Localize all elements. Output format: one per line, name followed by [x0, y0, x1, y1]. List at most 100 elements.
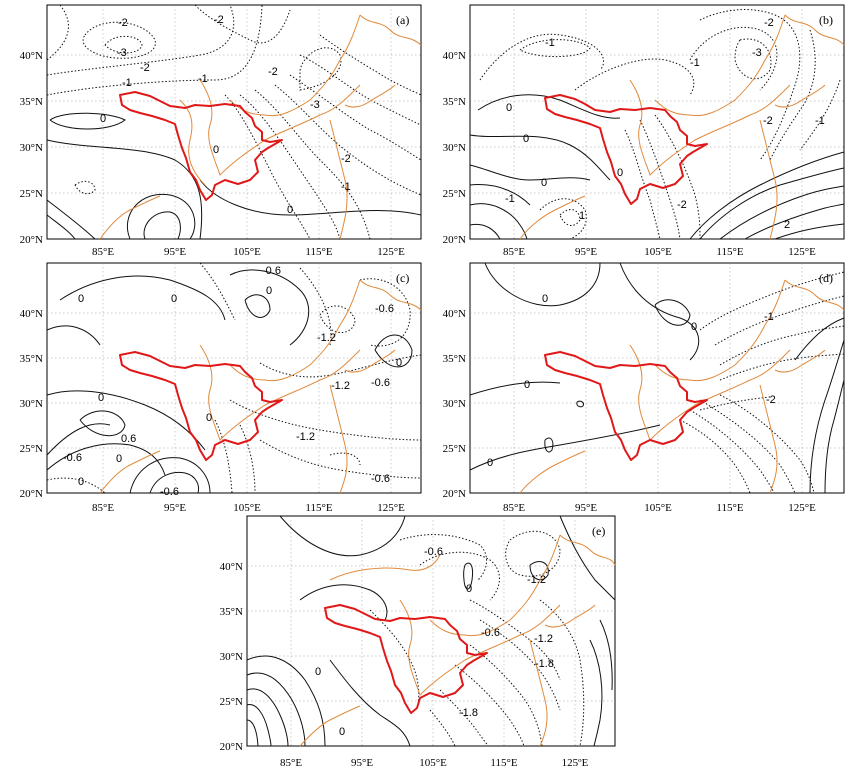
lon-tick-label: 85°E — [92, 246, 114, 258]
lon-tick-label: 95°E — [575, 246, 597, 258]
lon-tick-label: 95°E — [575, 502, 597, 514]
lat-tick-label: 20°N — [443, 234, 466, 246]
contour-value-label: -0.6 — [424, 546, 443, 558]
panel-a-map: (a) -2 -2 -3 -2 -1 -1 0 0 -2 -3 -2 -1 0 … — [20, 4, 422, 258]
lon-tick-label: 115°E — [490, 757, 517, 769]
panel-c-label: (c) — [396, 271, 409, 285]
panel-a-lat-ticks: 20°N 25°N 30°N 35°N 40°N — [20, 50, 43, 246]
panel-c-basin-boundary — [119, 351, 283, 461]
panel-e-basin-boundary — [324, 604, 488, 714]
lon-tick-label: 125°E — [788, 246, 816, 258]
contour-value-label: -0.6 — [262, 265, 281, 277]
contour-value-label: -0.6 — [371, 377, 390, 389]
contour-value-label: -1 — [505, 193, 515, 205]
lat-tick-label: 40°N — [20, 50, 43, 62]
contour-value-label: 0 — [116, 453, 122, 465]
contour-value-label: 0 — [206, 412, 212, 424]
lon-tick-label: 85°E — [92, 502, 114, 514]
contour-value-label: -0.6 — [371, 473, 390, 485]
lat-tick-label: 40°N — [443, 308, 466, 320]
contour-value-label: 0.6 — [121, 433, 136, 445]
panel-c-frame — [46, 262, 422, 494]
lat-tick-label: 30°N — [443, 142, 466, 154]
panel-d-lon-ticks: 85°E 95°E 105°E 115°E 125°E — [503, 502, 816, 514]
panel-c-contours — [46, 262, 422, 494]
contour-value-label: 0 — [78, 293, 84, 305]
lon-tick-label: 105°E — [233, 246, 261, 258]
contour-value-label: -2 — [677, 199, 687, 211]
panel-e-label: (e) — [592, 524, 605, 538]
contour-value-label: -3 — [752, 47, 762, 59]
contour-value-label: 0 — [487, 457, 493, 469]
panel-e-contour-labels: -0.6 0 -1.2 -0.6 -1.2 -1.8 0 -1.8 0 — [315, 546, 554, 738]
lon-tick-label: 95°E — [164, 246, 186, 258]
contour-value-label: -2 — [763, 115, 773, 127]
contour-value-label: -2 — [764, 17, 774, 29]
contour-value-label: 2 — [784, 219, 790, 231]
panel-d-frame — [469, 262, 845, 494]
lon-tick-label: 85°E — [503, 502, 525, 514]
panel-b-label: (b) — [819, 13, 833, 27]
panel-a-label: (a) — [396, 13, 409, 27]
lat-tick-label: 20°N — [220, 741, 243, 753]
lat-tick-label: 40°N — [20, 308, 43, 320]
panel-d-map: (d) 0 0 -1 0 -2 0 20°N 25°N 30°N 35°N 40… — [443, 262, 845, 514]
contour-value-label: -1.2 — [296, 431, 315, 443]
panel-b-basin-boundary — [544, 94, 708, 205]
panel-a-contours — [46, 4, 422, 240]
lat-tick-label: 20°N — [20, 234, 43, 246]
contour-value-label: 0 — [171, 293, 177, 305]
lon-tick-label: 115°E — [716, 246, 743, 258]
lon-tick-label: 85°E — [503, 246, 525, 258]
panel-a-frame — [46, 4, 422, 240]
contour-value-label: -2 — [341, 153, 351, 165]
contour-value-label: -1 — [198, 73, 208, 85]
lon-tick-label: 115°E — [305, 502, 332, 514]
panel-a-lon-ticks: 85°E 95°E 105°E 115°E 125°E — [92, 246, 405, 258]
panel-b-map: (b) -1 -1 -2 -3 -2 -1 0 0 0 -1 0 1 -2 2 … — [443, 4, 845, 258]
panel-e-lat-ticks: 20°N 25°N 30°N 35°N 40°N — [220, 561, 243, 753]
panel-e-map: (e) -0.6 0 -1.2 -0.6 -1.2 -1.8 0 -1.8 0 … — [220, 515, 616, 769]
contour-value-label: -1 — [545, 37, 555, 49]
contour-value-label: -0.6 — [63, 452, 82, 464]
contour-value-label: -2 — [268, 66, 278, 78]
lat-tick-label: 25°N — [220, 696, 243, 708]
contour-value-label: -2 — [766, 394, 776, 406]
contour-value-label: -0.6 — [375, 303, 394, 315]
lat-tick-label: 30°N — [443, 398, 466, 410]
lat-tick-label: 35°N — [20, 353, 43, 365]
lon-tick-label: 105°E — [644, 246, 672, 258]
panel-c-contour-labels: -0.6 0 0 0 -0.6 -1.2 0 -1.2 -0.6 0 0 -1.… — [63, 265, 402, 498]
panel-b-lon-ticks: 85°E 95°E 105°E 115°E 125°E — [503, 246, 816, 258]
lon-tick-label: 85°E — [280, 757, 302, 769]
contour-value-label: -1 — [815, 115, 825, 127]
contour-value-label: 0 — [524, 379, 530, 391]
lon-tick-label: 125°E — [377, 246, 405, 258]
contour-value-label: -3 — [117, 47, 127, 59]
contour-value-label: -2 — [214, 14, 224, 26]
contour-value-label: 0 — [466, 583, 472, 595]
panel-c-gridlines — [47, 263, 421, 493]
panel-a-rivers — [99, 14, 422, 240]
panel-c-lat-ticks: 20°N 25°N 30°N 35°N 40°N — [20, 308, 43, 500]
lat-tick-label: 25°N — [20, 443, 43, 455]
contour-value-label: 0 — [542, 293, 548, 305]
contour-value-label: -1 — [341, 181, 351, 193]
lat-tick-label: 30°N — [20, 142, 43, 154]
lat-tick-label: 20°N — [443, 488, 466, 500]
contour-value-label: -1 — [690, 57, 700, 69]
panel-b-frame — [469, 4, 845, 240]
panel-c-rivers — [99, 279, 422, 494]
panel-b-rivers — [519, 14, 845, 240]
lat-tick-label: 35°N — [220, 606, 243, 618]
contour-value-label: 0 — [523, 133, 529, 145]
contour-value-label: -1 — [122, 77, 132, 89]
contour-value-label: -0.6 — [160, 486, 179, 498]
contour-value-label: 0 — [396, 357, 402, 369]
lon-tick-label: 125°E — [788, 502, 816, 514]
panel-b-contours — [469, 9, 845, 240]
panel-e-rivers — [299, 534, 616, 747]
panel-b-contour-labels: -1 -1 -2 -3 -2 -1 0 0 0 -1 0 1 -2 2 — [505, 17, 825, 231]
lon-tick-label: 125°E — [377, 502, 405, 514]
lon-tick-label: 95°E — [351, 757, 373, 769]
